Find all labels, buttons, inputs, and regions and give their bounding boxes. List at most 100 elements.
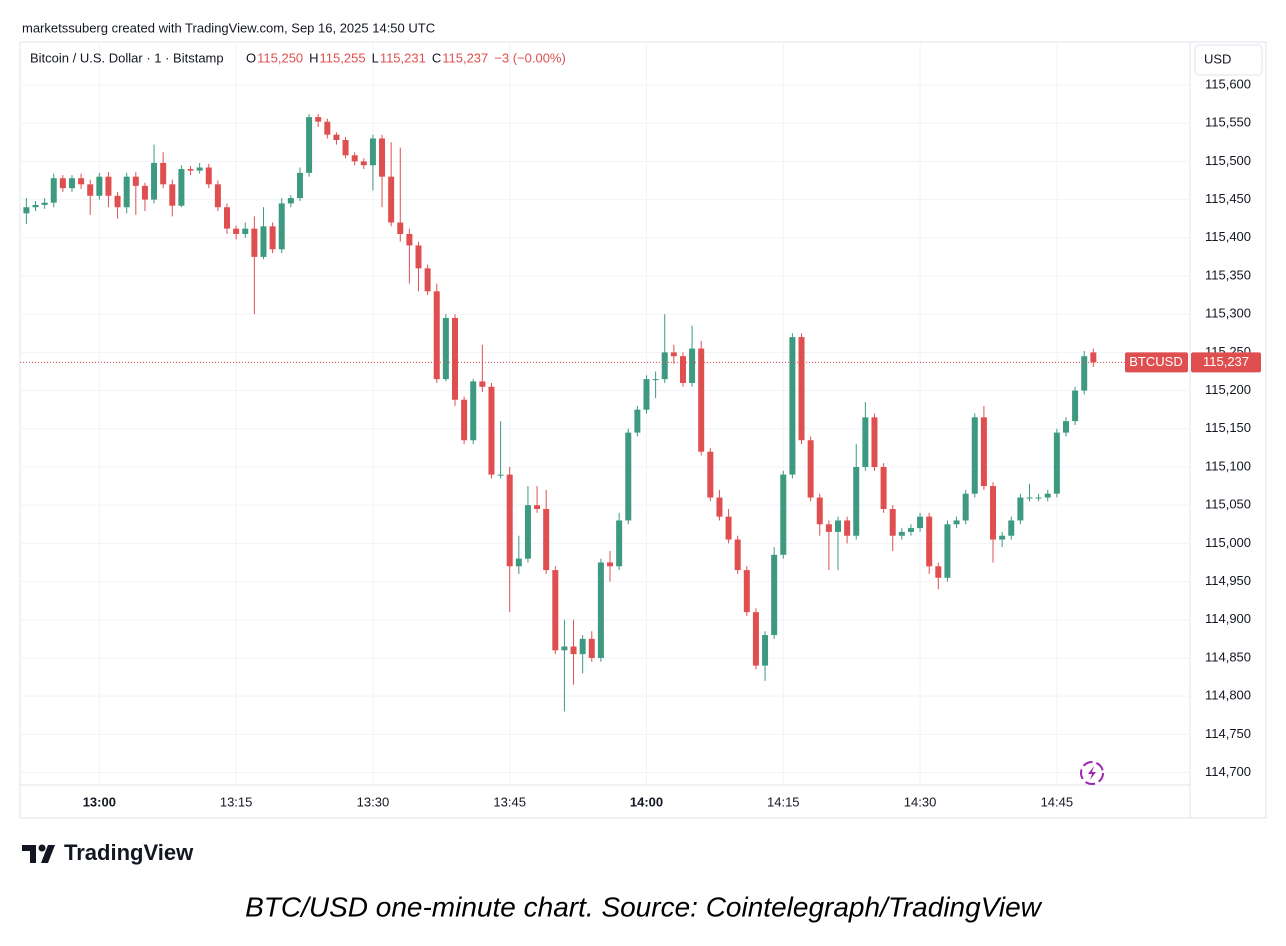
y-tick-label: 114,750 — [1205, 726, 1251, 741]
y-tick-label: 115,200 — [1205, 382, 1251, 397]
y-tick-label: 115,350 — [1205, 267, 1251, 282]
candle-body — [762, 635, 769, 666]
candle-body — [524, 505, 531, 559]
chart-title: Bitcoin / U.S. Dollar · 1 · Bitstamp — [30, 50, 224, 65]
candle-body — [707, 451, 714, 498]
ohlc-value: 115,237 — [442, 50, 488, 65]
candle-body — [388, 176, 395, 223]
candle-body — [661, 352, 668, 380]
candle-body — [1072, 390, 1079, 422]
candle-body — [798, 337, 805, 441]
candle-body — [360, 161, 367, 166]
candle-body — [196, 167, 203, 171]
candle-body — [105, 176, 112, 196]
candle-body — [424, 268, 431, 292]
candle-body — [515, 558, 522, 567]
y-tick-label: 115,550 — [1205, 115, 1251, 130]
candle-body — [479, 381, 486, 387]
candle-body — [379, 138, 386, 177]
candle-body — [1053, 432, 1060, 494]
candle-body — [160, 162, 167, 185]
price-tag — [1191, 352, 1261, 373]
candle-body — [260, 226, 267, 257]
y-tick-label: 115,150 — [1205, 420, 1251, 435]
candle-body — [1090, 352, 1097, 363]
candle-body — [96, 176, 103, 196]
candle-body — [944, 524, 951, 578]
candle-body — [1017, 497, 1024, 521]
candle-body — [461, 399, 468, 441]
y-tick-label: 115,000 — [1205, 535, 1251, 550]
candle-body — [907, 528, 914, 532]
candle-body — [315, 117, 322, 122]
candle-body — [141, 185, 148, 200]
y-tick-label: 114,700 — [1205, 764, 1251, 779]
replay-icon[interactable] — [1080, 761, 1104, 785]
candle-body — [470, 381, 477, 441]
candle-body — [224, 207, 231, 229]
candle-body — [214, 184, 221, 208]
y-tick-label: 115,500 — [1205, 153, 1251, 168]
candle-body — [306, 117, 313, 173]
candle-body — [87, 184, 94, 196]
y-tick-label: 115,300 — [1205, 306, 1251, 321]
ohlc-label: O — [246, 50, 256, 65]
candle-body — [789, 337, 796, 475]
candle-body — [1081, 356, 1088, 391]
candle-body — [41, 202, 48, 205]
candle-body — [634, 409, 641, 433]
candle-body — [734, 539, 741, 571]
candle-body — [552, 570, 559, 651]
candle-body — [953, 520, 960, 525]
caption: BTC/USD one-minute chart. Source: Cointe… — [245, 891, 1043, 922]
candle-body — [78, 178, 85, 185]
candle-body — [862, 417, 869, 467]
x-tick-label: 13:15 — [220, 794, 253, 809]
currency-button[interactable] — [1194, 44, 1263, 76]
candle-body — [752, 612, 759, 666]
ohlc-label: L — [372, 50, 379, 65]
ohlc-label: C — [432, 50, 441, 65]
candle-body — [1062, 421, 1069, 433]
candle-body — [433, 291, 440, 380]
candle-body — [451, 318, 458, 400]
candle-body — [151, 162, 158, 200]
tradingview-logo — [22, 844, 55, 863]
symbol-tag — [1125, 352, 1188, 373]
candle-body — [579, 638, 586, 655]
attribution: marketssuberg created with TradingView.c… — [22, 20, 435, 35]
ohlc-value: 115,255 — [320, 50, 366, 65]
candle-body — [725, 516, 732, 540]
candle-body — [652, 379, 659, 381]
candle-body — [689, 348, 696, 383]
ohlc-value: 115,250 — [257, 50, 303, 65]
candle-body — [561, 646, 568, 651]
candle-body — [406, 233, 413, 246]
y-tick-label: 114,800 — [1205, 688, 1251, 703]
x-tick-label: 14:00 — [630, 794, 663, 809]
candle-body — [917, 516, 924, 529]
candle-body — [23, 207, 30, 214]
candle-body — [889, 508, 896, 536]
candle-body — [543, 508, 550, 571]
candle-body — [369, 138, 376, 166]
candle-body — [999, 535, 1006, 540]
candle-body — [442, 318, 449, 380]
candle-body — [844, 520, 851, 536]
candle-body — [962, 493, 969, 521]
x-tick-label: 13:00 — [83, 794, 116, 809]
candle-body — [971, 417, 978, 494]
candle-body — [68, 178, 75, 189]
last-price-label: 115,237 — [1203, 354, 1249, 369]
x-tick-label: 14:15 — [767, 794, 800, 809]
candle-body — [670, 352, 677, 357]
y-tick-label: 115,400 — [1205, 229, 1251, 244]
candle-body — [132, 176, 139, 186]
change: −3 (−0.00%) — [494, 50, 566, 65]
candle-body — [588, 638, 595, 658]
candle-body — [178, 169, 185, 206]
currency[interactable]: USD — [1204, 51, 1231, 66]
ohlc-label: H — [309, 50, 318, 65]
chart-panel — [19, 41, 1267, 819]
